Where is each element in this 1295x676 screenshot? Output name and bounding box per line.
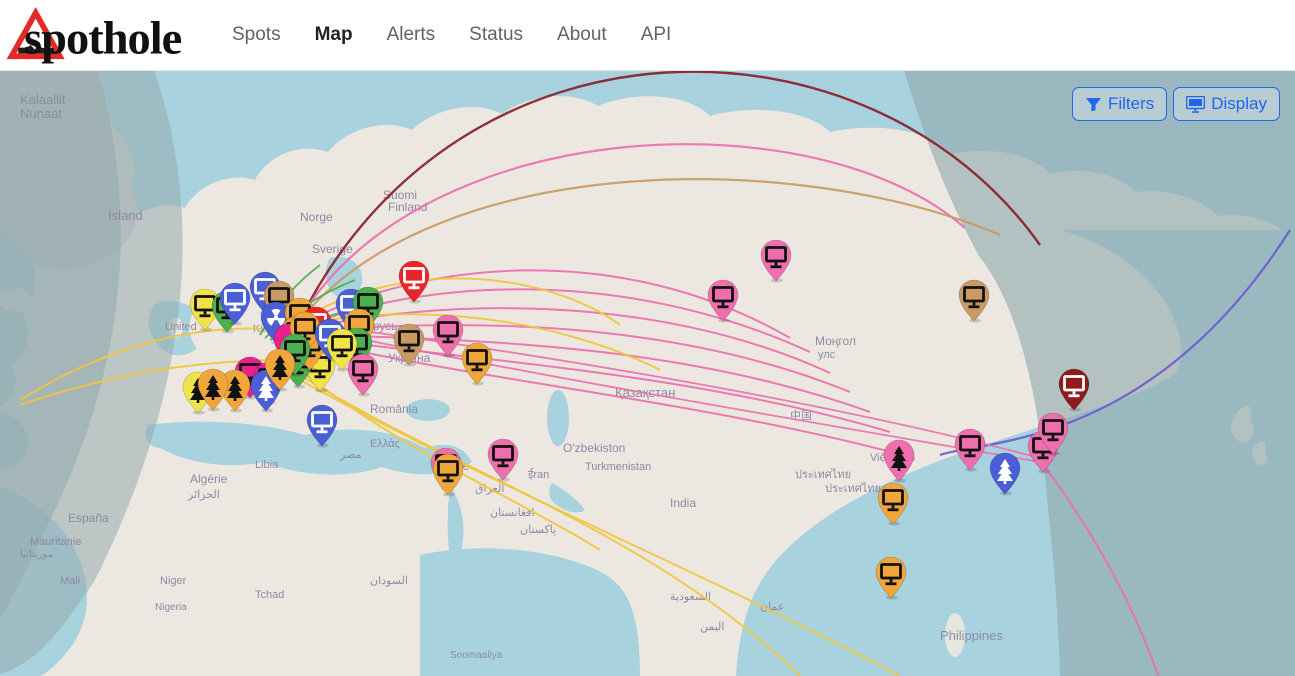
svg-text:spothole: spothole [24,13,182,64]
